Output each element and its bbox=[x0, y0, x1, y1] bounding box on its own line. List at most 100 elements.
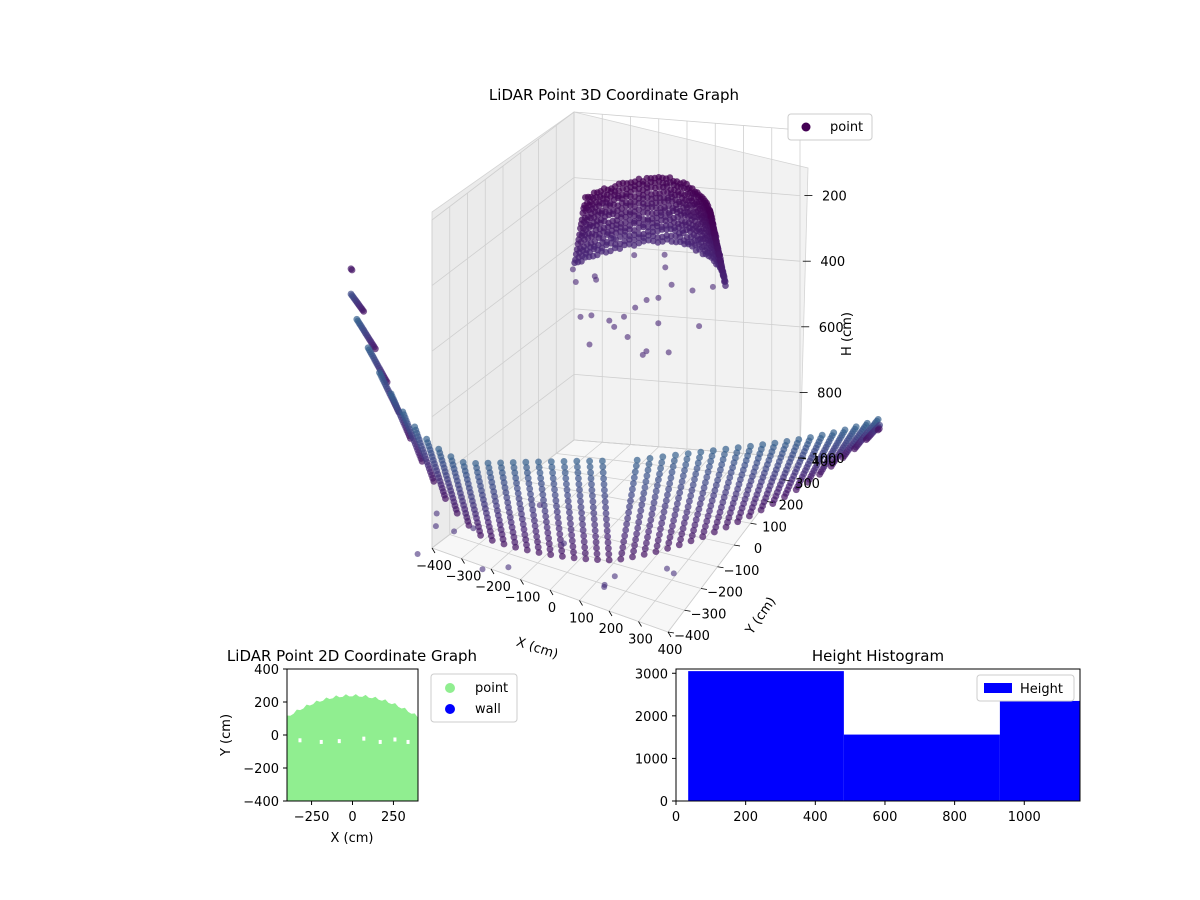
point-3d bbox=[688, 532, 696, 539]
point-3d bbox=[693, 465, 701, 472]
point-3d bbox=[586, 457, 593, 465]
point-3d bbox=[559, 553, 566, 560]
point-3d bbox=[562, 475, 570, 482]
point-3d bbox=[666, 533, 674, 541]
point-3d bbox=[549, 469, 556, 477]
point-3d bbox=[684, 503, 692, 511]
point-3d bbox=[747, 442, 754, 450]
point-3d bbox=[573, 457, 581, 465]
point-3d bbox=[653, 482, 661, 489]
point-3d bbox=[671, 511, 679, 519]
point-3d bbox=[552, 497, 560, 505]
point-3d bbox=[651, 493, 659, 501]
point-3d bbox=[714, 245, 721, 252]
point-3d bbox=[347, 265, 355, 273]
point-3d bbox=[604, 539, 612, 546]
point-3d bbox=[707, 212, 715, 220]
point-3d bbox=[696, 454, 703, 461]
point-3d bbox=[658, 519, 666, 527]
point-3d bbox=[512, 543, 519, 551]
point-3d bbox=[524, 469, 531, 477]
x-tick-label-3d: 200 bbox=[599, 622, 624, 637]
plot-histogram: Height Histogram 0 200 400 600 800 1000 0 1000… bbox=[635, 647, 1081, 825]
point-3d bbox=[635, 518, 643, 526]
point-3d bbox=[783, 438, 791, 445]
point-3d bbox=[610, 235, 617, 242]
point-3d bbox=[353, 315, 361, 323]
point-3d bbox=[689, 287, 696, 294]
point-3d bbox=[578, 509, 585, 517]
point-3d bbox=[708, 218, 716, 226]
y-tick-label-histogram: 1000 bbox=[635, 752, 668, 767]
point-3d bbox=[631, 541, 638, 549]
point-3d bbox=[565, 503, 573, 511]
point-3d bbox=[675, 494, 682, 502]
x-axis-histogram: 0 200 400 600 800 1000 bbox=[672, 801, 1041, 825]
point-3d bbox=[513, 479, 520, 487]
point-3d bbox=[572, 279, 579, 285]
point-3d bbox=[605, 556, 613, 564]
point-3d bbox=[818, 431, 826, 439]
point-3d bbox=[587, 469, 594, 477]
point-3d bbox=[593, 544, 600, 552]
point-3d bbox=[515, 495, 523, 502]
point-3d bbox=[536, 502, 543, 509]
point-3d bbox=[364, 344, 372, 352]
point-3d bbox=[771, 439, 779, 447]
y-tick-label-2d: 0 bbox=[271, 729, 279, 744]
point-3d bbox=[734, 444, 742, 452]
point-3d bbox=[643, 348, 650, 355]
point-3d bbox=[673, 500, 681, 508]
x-tick-label-3d: −100 bbox=[505, 591, 541, 606]
legend-label-point-3d: point bbox=[830, 120, 863, 135]
point-3d bbox=[555, 519, 562, 527]
point-3d bbox=[591, 527, 599, 534]
point-3d bbox=[564, 492, 571, 499]
y-tick-label-3d: −400 bbox=[674, 629, 710, 644]
point-3d bbox=[540, 502, 548, 509]
point-3d bbox=[601, 486, 608, 494]
y-tick-label-2d: −200 bbox=[243, 762, 279, 777]
point-3d bbox=[645, 528, 652, 535]
point-3d bbox=[678, 478, 686, 485]
point-3d bbox=[594, 556, 601, 563]
point-3d bbox=[702, 523, 709, 530]
pane-back-right bbox=[573, 111, 809, 459]
point-3d bbox=[592, 538, 600, 546]
point-3d bbox=[551, 491, 559, 499]
point-3d bbox=[630, 480, 637, 487]
point-3d bbox=[576, 492, 584, 500]
point-3d bbox=[682, 461, 690, 469]
point-3d bbox=[624, 334, 631, 340]
point-3d bbox=[513, 484, 521, 492]
y-axis-label-2d: Y (cm) bbox=[219, 714, 234, 757]
point-3d bbox=[530, 511, 537, 519]
point-3d bbox=[521, 531, 529, 538]
point-3d bbox=[644, 533, 651, 541]
point-3d bbox=[414, 551, 421, 557]
point-3d bbox=[580, 532, 588, 540]
point-3d bbox=[646, 522, 654, 530]
point-3d bbox=[704, 512, 712, 520]
point-3d bbox=[679, 525, 687, 532]
point-3d bbox=[719, 272, 727, 280]
point-3d bbox=[647, 516, 655, 524]
x-axis-label-2d: X (cm) bbox=[331, 831, 374, 846]
point-3d bbox=[545, 540, 553, 548]
point-3d bbox=[589, 504, 597, 511]
point-3d bbox=[706, 507, 713, 515]
point-3d bbox=[665, 539, 673, 547]
point-3d bbox=[661, 502, 669, 510]
point-3d bbox=[527, 496, 535, 503]
point-3d bbox=[534, 538, 541, 546]
point-3d bbox=[648, 510, 656, 518]
point-3d bbox=[592, 533, 599, 540]
point-3d bbox=[547, 551, 555, 558]
point-3d bbox=[709, 447, 717, 455]
point-3d bbox=[566, 509, 573, 516]
point-3d bbox=[655, 320, 662, 327]
y-tick-label-histogram: 0 bbox=[660, 795, 668, 810]
legend-marker-height bbox=[984, 683, 1012, 693]
point-3d bbox=[591, 521, 599, 529]
point-3d bbox=[514, 490, 522, 497]
